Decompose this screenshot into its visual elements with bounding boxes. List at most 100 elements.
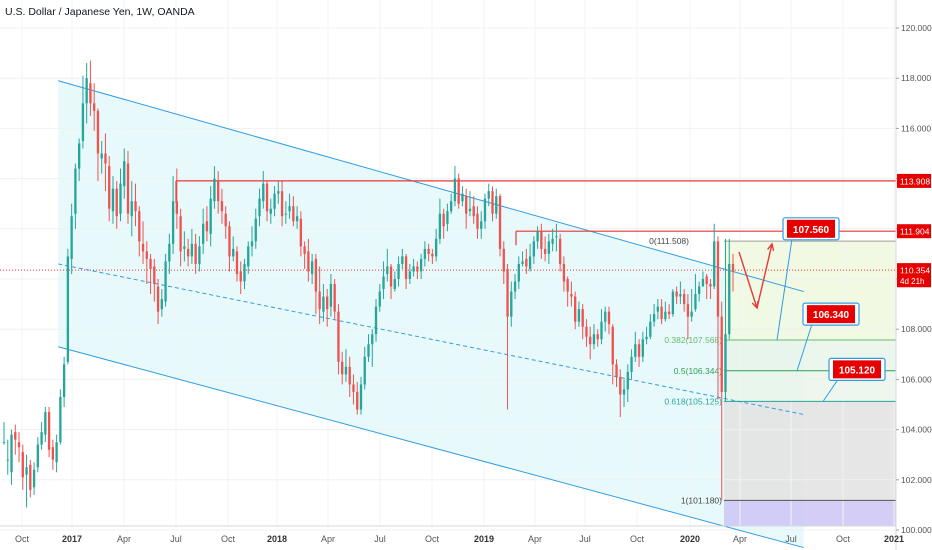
x-tick-label: Apr [117, 534, 131, 544]
channel-middle-line [58, 263, 804, 416]
channel-upper-line [58, 80, 804, 293]
candle-body [363, 356, 366, 385]
candle-body [205, 221, 209, 232]
candle-body [495, 196, 498, 214]
candle-body [224, 213, 227, 227]
candle-body [307, 251, 310, 272]
x-tick-label: Apr [733, 534, 747, 544]
x-tick-label: Apr [528, 534, 542, 544]
y-tick-label: 104.000 [901, 425, 932, 435]
candle-body [108, 166, 111, 209]
candle-body [55, 442, 58, 463]
candle-body [686, 304, 690, 317]
candle-body [183, 246, 186, 249]
candle-body [96, 110, 100, 154]
candle-body [498, 196, 502, 249]
x-tick-label: 2021 [884, 534, 904, 544]
candle-body [446, 211, 449, 224]
candle-body [243, 263, 246, 282]
candle-body [171, 201, 175, 244]
chart-title: U.S. Dollar / Japanese Yen, 1W, OANDA [5, 6, 195, 18]
candle-body [138, 211, 141, 242]
candle-body [626, 371, 629, 390]
candle-body [581, 309, 584, 327]
y-tick-label: 118.000 [901, 73, 931, 83]
candle-body [555, 236, 558, 238]
candle-body [280, 191, 284, 217]
candle-body [198, 246, 201, 264]
x-tick-label: Oct [630, 534, 645, 544]
candle-body [630, 356, 633, 372]
candle-body [341, 361, 344, 375]
candle-body [348, 366, 351, 385]
price-badge [897, 273, 931, 288]
candle-body [641, 339, 644, 357]
candle-body [194, 243, 197, 264]
candle-body [592, 334, 596, 345]
y-tick-label: 116.000 [901, 123, 931, 133]
candle-body [521, 261, 524, 264]
candle-body [457, 178, 460, 204]
candle-body [10, 434, 13, 473]
candle-body [713, 241, 716, 287]
candle-body [232, 248, 235, 257]
channel-lower-line [58, 346, 804, 549]
candle-body [476, 213, 479, 229]
candle-body [536, 231, 539, 242]
fib-zone-extension [724, 500, 896, 526]
candle-body [51, 447, 55, 460]
price-badge [897, 173, 931, 188]
candle-body [660, 306, 663, 320]
fib-label: 1(101.180) [681, 495, 722, 505]
candle-body [17, 442, 21, 448]
candle-body [326, 296, 329, 310]
candle-body [47, 412, 51, 450]
candle-body [562, 263, 566, 282]
candle-body [156, 286, 160, 312]
y-tick-label: 106.000 [901, 374, 932, 384]
candle-body [574, 296, 577, 322]
arrow-up-head [767, 242, 775, 251]
y-tick-label: 108.000 [901, 324, 932, 334]
candle-body [664, 311, 667, 320]
candle-body [141, 243, 145, 252]
candle-body [543, 248, 547, 254]
candle-body [269, 208, 272, 214]
candle-body [352, 384, 355, 392]
candle-body [36, 444, 39, 468]
x-tick-label: Jul [374, 534, 386, 544]
candle-body [190, 243, 194, 257]
candle-body [254, 218, 257, 242]
candle-body [540, 231, 543, 249]
candle-body [442, 213, 445, 227]
candle-body [589, 336, 592, 345]
candle-body [273, 193, 276, 209]
candle-body [378, 291, 381, 307]
x-tick-label: Oct [836, 534, 851, 544]
candle-body [322, 296, 325, 312]
candle-body [288, 206, 291, 212]
candle-body [427, 248, 430, 254]
candle-body [59, 396, 62, 443]
grid [0, 0, 896, 531]
candle-body [299, 218, 303, 247]
arrow-down [738, 251, 758, 309]
x-tick-label: Oct [425, 534, 440, 544]
candle-body [709, 284, 712, 287]
candle-body [44, 412, 47, 435]
candle-body [62, 364, 66, 397]
candle-body [671, 291, 675, 315]
candle-body [506, 268, 509, 317]
candle-body [465, 196, 468, 214]
candle-body [491, 191, 494, 214]
candle-body [487, 191, 490, 199]
candle-body [649, 321, 652, 337]
candle-body [637, 344, 641, 357]
price-badge-label: 4d 21h [900, 277, 924, 286]
candle-body [32, 469, 36, 488]
candle-body [386, 266, 389, 274]
candle-body [29, 464, 32, 490]
regression-channel [58, 80, 804, 549]
